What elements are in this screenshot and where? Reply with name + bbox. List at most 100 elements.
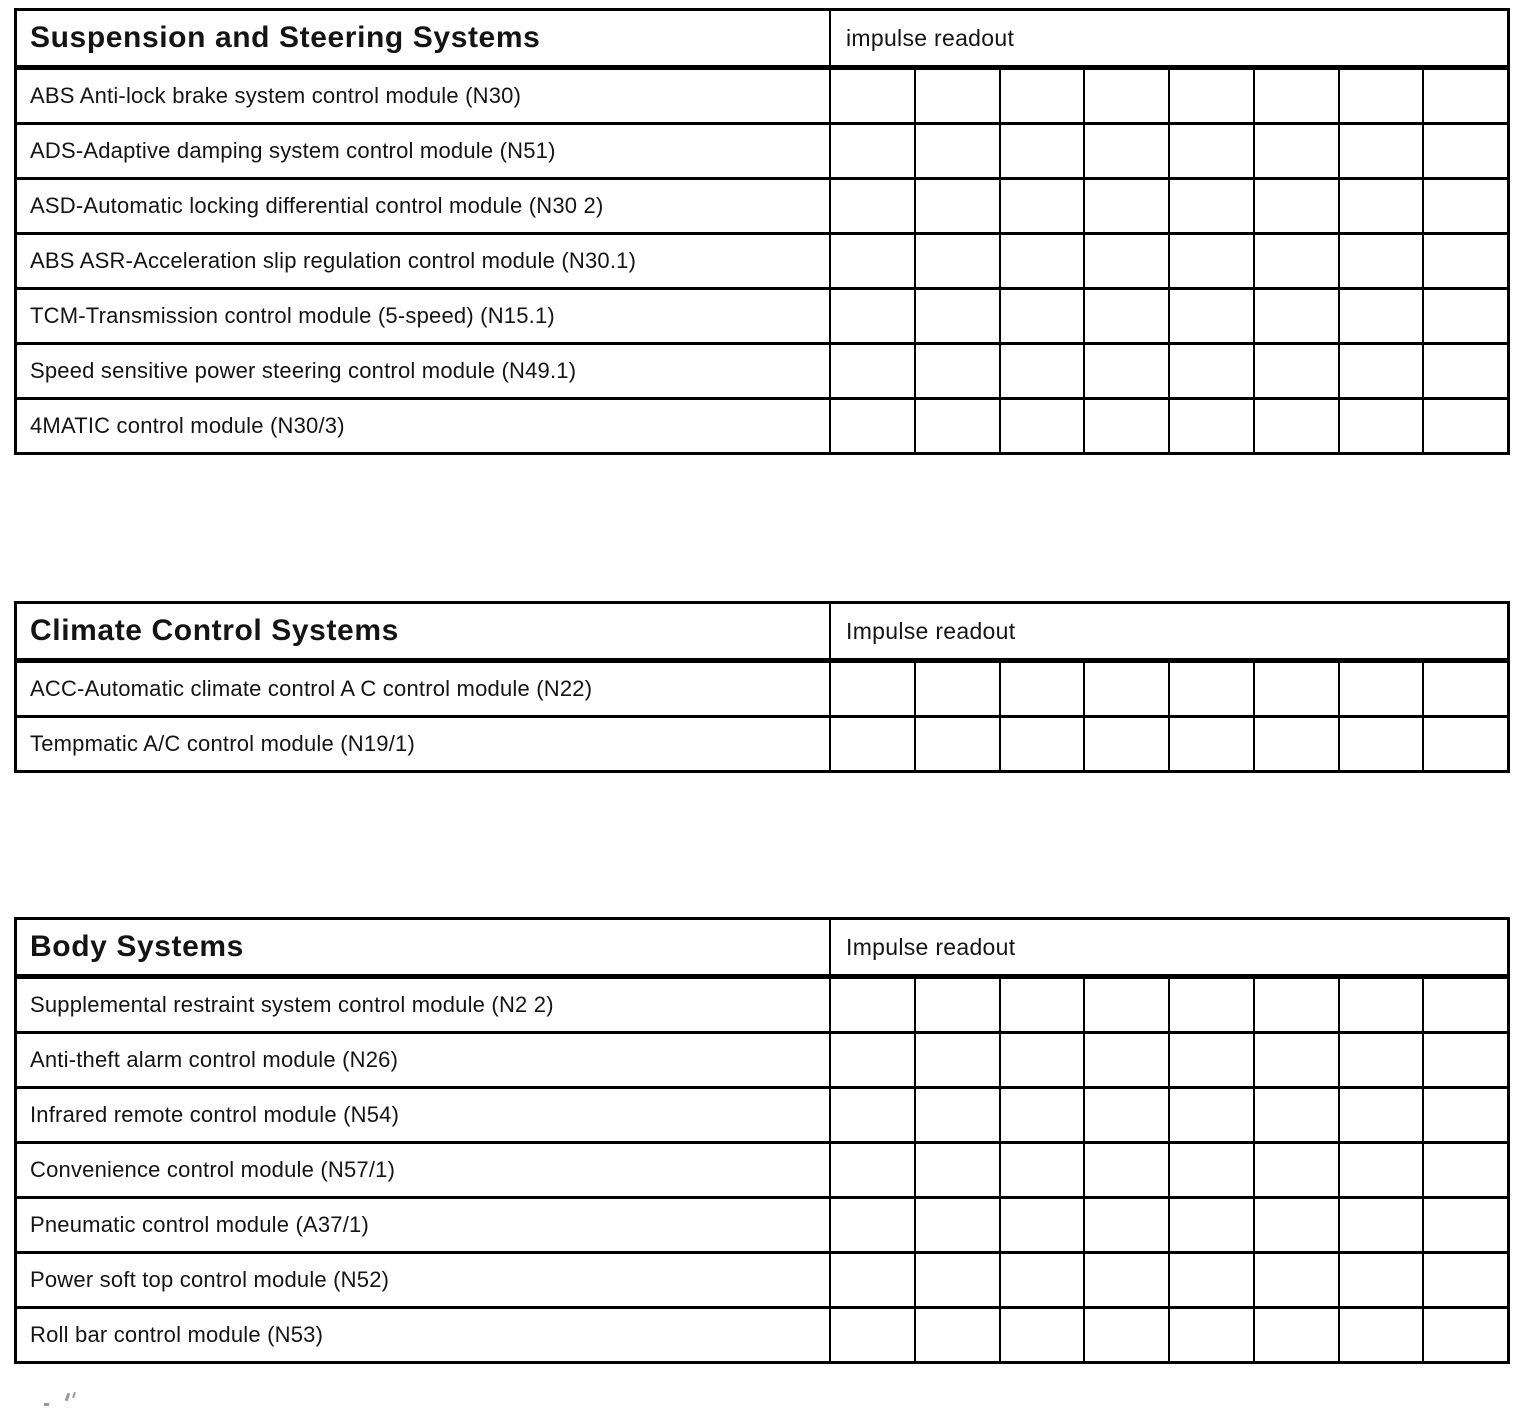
readout-cell-empty: [1252, 235, 1338, 287]
readout-cell-empty: [829, 125, 914, 177]
readout-cell-empty: [829, 663, 914, 715]
readout-cell-empty: [1083, 1034, 1168, 1086]
readout-cell-empty: [913, 70, 999, 122]
readout-cell-empty: [998, 1254, 1084, 1306]
readout-cell-empty: [913, 125, 999, 177]
readout-cell-empty: [1083, 345, 1168, 397]
readout-cell-empty: [1252, 125, 1338, 177]
readout-cell-empty: [1422, 180, 1507, 232]
table-row: Infrared remote control module (N54): [17, 1089, 1507, 1144]
readout-cell-empty: [1252, 718, 1338, 770]
readout-cell-empty: [1168, 1309, 1253, 1361]
module-label: 4MATIC control module (N30/3): [30, 413, 345, 438]
impulse-readout-header: impulse readout: [829, 11, 1507, 65]
module-label: Infrared remote control module (N54): [30, 1102, 400, 1127]
scan-speck: [64, 1392, 71, 1402]
readout-cell-empty: [998, 235, 1084, 287]
readout-cell-empty: [1168, 1144, 1253, 1196]
readout-cell-empty: [829, 235, 914, 287]
table-row: Anti-theft alarm control module (N26): [17, 1034, 1507, 1089]
impulse-readout-header: Impulse readout: [829, 920, 1507, 974]
table-row: 4MATIC control module (N30/3): [17, 400, 1507, 452]
readout-cell-empty: [1252, 979, 1338, 1031]
readout-cell-empty: [1083, 663, 1168, 715]
readout-cell-empty: [1083, 290, 1168, 342]
readout-cell-empty: [1337, 345, 1423, 397]
readout-cell-empty: [913, 400, 999, 452]
readout-cell-empty: [1252, 1254, 1338, 1306]
readout-cell-empty: [1422, 1254, 1507, 1306]
table-body-systems: Body Systems Impulse readout Supplementa…: [14, 917, 1510, 1364]
readout-cell-empty: [1422, 70, 1507, 122]
readout-cell-empty: [913, 718, 999, 770]
readout-cell-empty: [998, 979, 1084, 1031]
readout-cell-empty: [1083, 400, 1168, 452]
readout-cell-empty: [1252, 345, 1338, 397]
table-header-row: Climate Control Systems Impulse readout: [17, 604, 1507, 663]
readout-cell-empty: [1083, 718, 1168, 770]
readout-cell-empty: [829, 400, 914, 452]
impulse-readout-grid: [829, 663, 1507, 715]
table-row: ABS Anti-lock brake system control modul…: [17, 70, 1507, 125]
readout-cell-empty: [1252, 663, 1338, 715]
readout-cell-empty: [829, 180, 914, 232]
impulse-readout-grid: [829, 345, 1507, 397]
readout-cell-empty: [1337, 70, 1423, 122]
readout-cell-empty: [913, 290, 999, 342]
readout-cell-empty: [1337, 718, 1423, 770]
readout-cell-empty: [913, 1034, 999, 1086]
readout-cell-empty: [1083, 235, 1168, 287]
readout-cell-empty: [998, 1144, 1084, 1196]
readout-cell-empty: [1422, 1309, 1507, 1361]
readout-cell-empty: [913, 1144, 999, 1196]
readout-cell-empty: [829, 1309, 914, 1361]
impulse-readout-grid: [829, 400, 1507, 452]
readout-cell-empty: [998, 180, 1084, 232]
readout-cell-empty: [1337, 1254, 1423, 1306]
impulse-readout-grid: [829, 1199, 1507, 1251]
readout-cell-empty: [1337, 1089, 1423, 1141]
readout-cell-empty: [1083, 180, 1168, 232]
readout-cell-empty: [1252, 70, 1338, 122]
readout-cell-empty: [1422, 1034, 1507, 1086]
readout-cell-empty: [998, 70, 1084, 122]
readout-cell-empty: [998, 718, 1084, 770]
readout-cell-empty: [1337, 1309, 1423, 1361]
module-label: TCM-Transmission control module (5-speed…: [30, 303, 555, 328]
module-label: Convenience control module (N57/1): [30, 1157, 396, 1182]
impulse-readout-grid: [829, 1144, 1507, 1196]
readout-cell-empty: [1337, 290, 1423, 342]
readout-cell-empty: [829, 1199, 914, 1251]
readout-cell-empty: [829, 70, 914, 122]
readout-cell-empty: [1252, 1144, 1338, 1196]
table-row: ACC-Automatic climate control A C contro…: [17, 663, 1507, 718]
table-title: Body Systems: [30, 930, 244, 963]
readout-cell-empty: [1422, 345, 1507, 397]
readout-cell-empty: [1168, 1199, 1253, 1251]
readout-cell-empty: [913, 1199, 999, 1251]
module-label: ABS Anti-lock brake system control modul…: [30, 83, 522, 108]
readout-cell-empty: [1337, 663, 1423, 715]
table-row: Power soft top control module (N52): [17, 1254, 1507, 1309]
table-body: ACC-Automatic climate control A C contro…: [17, 663, 1507, 770]
table-row: ADS-Adaptive damping system control modu…: [17, 125, 1507, 180]
readout-cell-empty: [1083, 979, 1168, 1031]
readout-cell-empty: [998, 345, 1084, 397]
impulse-readout-grid: [829, 979, 1507, 1031]
table-row: TCM-Transmission control module (5-speed…: [17, 290, 1507, 345]
table-row: Supplemental restraint system control mo…: [17, 979, 1507, 1034]
module-label: ACC-Automatic climate control A C contro…: [30, 676, 593, 701]
readout-cell-empty: [1252, 1309, 1338, 1361]
readout-cell-empty: [1337, 125, 1423, 177]
readout-cell-empty: [998, 1089, 1084, 1141]
readout-cell-empty: [1168, 1254, 1253, 1306]
table-body: ABS Anti-lock brake system control modul…: [17, 70, 1507, 452]
readout-cell-empty: [913, 663, 999, 715]
module-label: ABS ASR-Acceleration slip regulation con…: [30, 248, 637, 273]
readout-cell-empty: [1083, 125, 1168, 177]
readout-cell-empty: [829, 290, 914, 342]
table-row: ABS ASR-Acceleration slip regulation con…: [17, 235, 1507, 290]
readout-cell-empty: [1083, 1199, 1168, 1251]
readout-cell-empty: [1422, 290, 1507, 342]
